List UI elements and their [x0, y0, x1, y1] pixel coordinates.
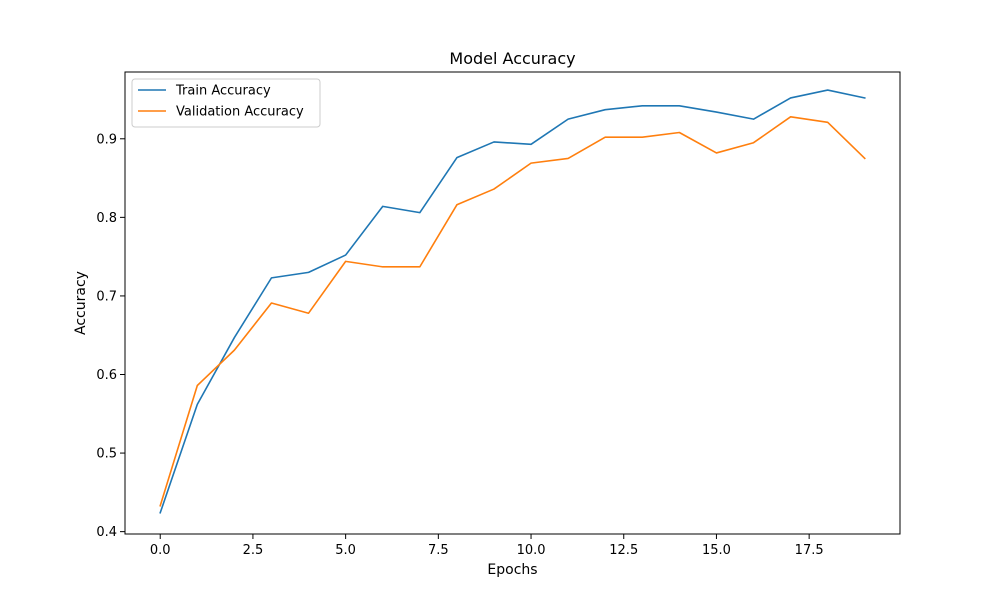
x-tick-label: 10.0	[517, 543, 546, 558]
legend-box	[131, 78, 321, 128]
y-tick-label: 0.6	[96, 368, 117, 383]
y-axis-ticks: 0.4 0.5 0.6 0.7 0.8 0.9	[96, 132, 125, 540]
plot-area	[125, 72, 900, 534]
y-axis-label: Accuracy	[73, 271, 89, 335]
y-tick-label: 0.9	[96, 132, 117, 147]
x-tick-label: 7.5	[428, 543, 449, 558]
x-tick-label: 2.5	[243, 543, 264, 558]
x-axis-ticks: 0.0 2.5 5.0 7.5 10.0 12.5 15.0 17.5	[150, 534, 824, 558]
x-tick-label: 15.0	[702, 543, 731, 558]
legend-items: Train Accuracy Validation Accuracy	[138, 84, 304, 120]
x-tick-label: 0.0	[150, 543, 171, 558]
y-tick-label: 0.5	[96, 447, 117, 462]
series-line-validation-accuracy	[159, 115, 866, 507]
series-layer	[159, 89, 866, 514]
plot-frame	[124, 71, 901, 535]
legend-label-train-accuracy: Train Accuracy	[175, 84, 271, 99]
legend: Train Accuracy Validation Accuracy	[131, 78, 321, 128]
legend-label-validation-accuracy: Validation Accuracy	[176, 105, 304, 120]
chart-title: Model Accuracy	[449, 49, 575, 68]
y-tick-label: 0.8	[96, 211, 117, 226]
y-tick-label: 0.4	[96, 525, 117, 540]
y-tick-label: 0.7	[96, 289, 117, 304]
series-line-train-accuracy	[159, 89, 866, 514]
x-axis-label: Epochs	[487, 562, 537, 578]
x-tick-label: 17.5	[795, 543, 824, 558]
x-tick-label: 12.5	[609, 543, 638, 558]
x-tick-label: 5.0	[335, 543, 356, 558]
